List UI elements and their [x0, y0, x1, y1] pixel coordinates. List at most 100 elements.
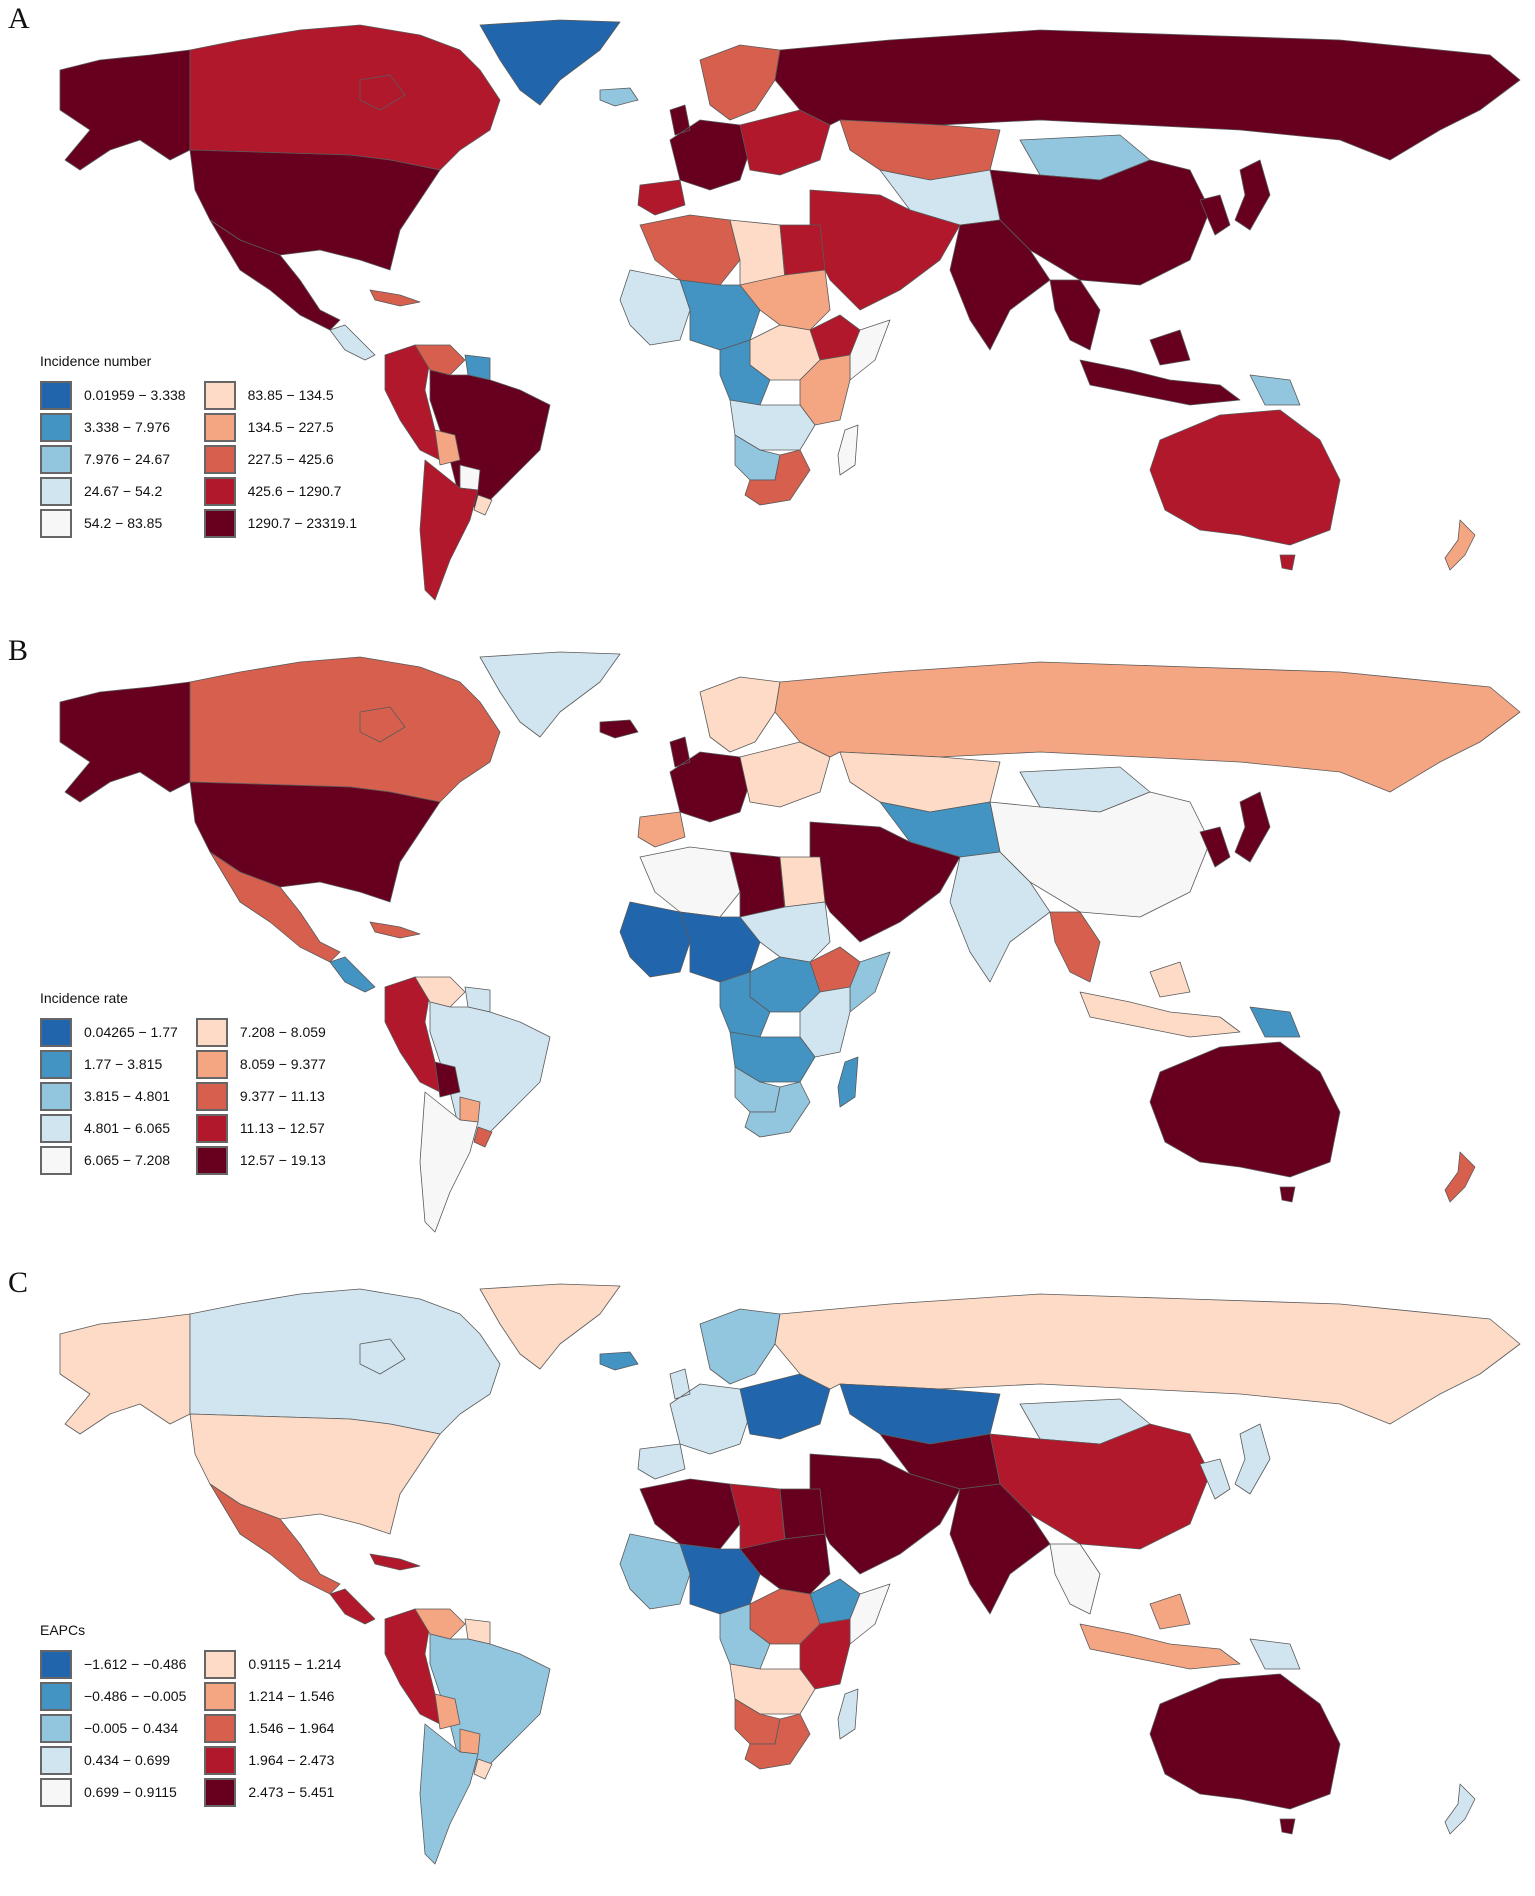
region-russia	[774, 1293, 1521, 1425]
region-greenland	[479, 1283, 621, 1370]
region-mexico	[209, 219, 341, 331]
region-usa	[189, 781, 441, 903]
legend-swatch	[203, 508, 236, 538]
legend-item: 11.13 − 12.57	[195, 1112, 326, 1144]
legend-items: 0.01959 − 3.338 3.338 − 7.976 7.976 − 24.6…	[40, 379, 357, 539]
legend-swatch	[40, 1649, 72, 1679]
region-new-zealand	[1444, 1151, 1476, 1203]
region-iberia	[637, 811, 686, 848]
legend-label: 11.13 − 12.57	[239, 1120, 325, 1136]
region-japan-korea	[1199, 791, 1271, 868]
legend-label: 1.546 − 1.964	[248, 1720, 335, 1736]
legend-label: 83.85 − 134.5	[247, 387, 334, 403]
region-australia	[1149, 409, 1341, 571]
legend-label: 1.77 − 3.815	[84, 1056, 163, 1072]
region-north-africa	[639, 214, 741, 286]
legend-label: 1.214 − 1.546	[248, 1688, 335, 1704]
legend-items: −1.612 − −0.486 −0.486 − −0.005 −0.005 − 0…	[40, 1648, 341, 1808]
region-indonesia	[1079, 1593, 1241, 1670]
legend-label: −0.005 − 0.434	[84, 1720, 179, 1736]
legend-label: 3.815 − 4.801	[84, 1088, 171, 1104]
region-western-europe	[669, 104, 751, 191]
legend-items: 0.04265 − 1.77 1.77 − 3.815 3.815 − 4.801 4…	[40, 1016, 326, 1176]
region-southeast-asia	[1049, 279, 1101, 351]
region-scandinavia	[699, 44, 781, 121]
region-venezuela	[414, 976, 466, 1008]
region-india	[949, 851, 1051, 983]
panel-c: C	[0, 1264, 1535, 1896]
legend-item: 3.815 − 4.801	[40, 1080, 178, 1112]
region-iceland	[599, 1351, 639, 1371]
region-iceland	[599, 719, 639, 739]
region-egypt	[779, 856, 826, 908]
legend-swatch	[40, 1049, 72, 1079]
legend-swatch	[204, 1713, 237, 1743]
region-madagascar	[837, 1056, 859, 1108]
legend-label: 0.01959 − 3.338	[84, 387, 186, 403]
region-madagascar	[837, 424, 859, 476]
region-india	[949, 1483, 1051, 1615]
region-new-zealand	[1444, 1783, 1476, 1835]
legend-swatch	[195, 1049, 228, 1079]
region-egypt	[779, 224, 826, 276]
legend-item: 134.5 − 227.5	[203, 411, 357, 443]
legend-swatch	[40, 508, 72, 538]
legend-item: 425.6 − 1290.7	[203, 475, 357, 507]
legend-item: 24.67 − 54.2	[40, 475, 186, 507]
legend-item: −0.005 − 0.434	[40, 1712, 186, 1744]
legend-label: 0.04265 − 1.77	[84, 1024, 178, 1040]
region-central-america	[329, 1588, 376, 1625]
region-uruguay	[473, 494, 493, 516]
region-madagascar	[837, 1688, 859, 1740]
legend-swatch	[203, 476, 236, 506]
region-iceland	[599, 87, 639, 107]
legend-label: 8.059 − 9.377	[239, 1056, 326, 1072]
region-egypt	[779, 1488, 826, 1540]
region-argentina-chile	[419, 1091, 479, 1233]
region-australia	[1149, 1673, 1341, 1835]
legend-swatch	[40, 1777, 72, 1807]
region-mexico	[209, 1483, 341, 1595]
legend-label: 1.964 − 2.473	[248, 1752, 335, 1768]
legend-title: Incidence rate	[40, 990, 128, 1006]
region-congo	[719, 1603, 771, 1670]
region-canada	[189, 1288, 501, 1435]
legend-swatch	[204, 1777, 237, 1807]
region-iberia	[637, 179, 686, 216]
legend-item: 1.214 − 1.546	[204, 1680, 341, 1712]
legend-swatch	[40, 1145, 72, 1175]
region-venezuela	[414, 344, 466, 376]
region-horn-of-africa	[849, 319, 891, 381]
legend-label: 54.2 − 83.85	[84, 515, 163, 531]
legend-item: 4.801 − 6.065	[40, 1112, 178, 1144]
legend-swatch	[40, 476, 72, 506]
legend-item: 0.434 − 0.699	[40, 1744, 186, 1776]
region-south-africa	[744, 1081, 811, 1138]
region-western-europe	[669, 1368, 751, 1455]
region-central-america	[329, 956, 376, 993]
region-southeast-asia	[1049, 1543, 1101, 1615]
region-kazakhstan	[839, 119, 1001, 181]
region-canada	[189, 24, 501, 171]
legend-item: 12.57 − 19.13	[195, 1144, 326, 1176]
world-map	[59, 1283, 1521, 1865]
region-southeast-asia	[1049, 911, 1101, 983]
legend-item: 0.699 − 0.9115	[40, 1776, 186, 1808]
legend-item: 1.77 − 3.815	[40, 1048, 178, 1080]
legend-label: 24.67 − 54.2	[84, 483, 163, 499]
world-map	[59, 651, 1521, 1233]
region-argentina-chile	[419, 459, 479, 601]
region-eastern-europe	[739, 109, 831, 176]
legend-label: 7.208 − 8.059	[239, 1024, 326, 1040]
legend-swatch	[204, 1745, 237, 1775]
legend-item: 8.059 − 9.377	[195, 1048, 326, 1080]
region-caribbean	[369, 1553, 421, 1571]
legend-item: 0.01959 − 3.338	[40, 379, 186, 411]
legend: Incidence rate 0.04265 − 1.77 1.77 − 3.81…	[40, 990, 326, 1176]
region-scandinavia	[699, 676, 781, 753]
region-alaska	[59, 49, 191, 171]
region-japan-korea	[1199, 1423, 1271, 1500]
legend-swatch	[195, 1113, 228, 1143]
region-usa	[189, 1413, 441, 1535]
legend-column: 7.208 − 8.059 8.059 − 9.377 9.377 − 11.13 1…	[195, 1016, 326, 1176]
